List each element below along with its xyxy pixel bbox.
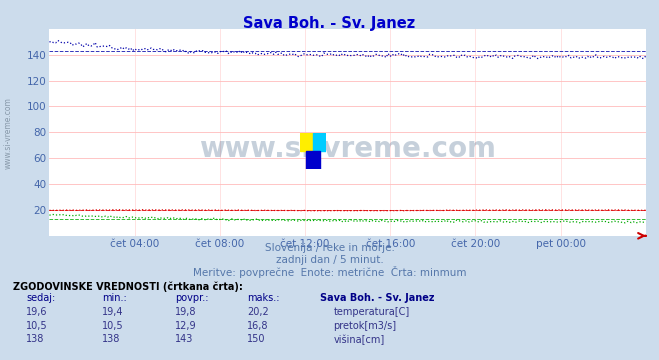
Text: 143: 143: [175, 334, 193, 345]
Text: 138: 138: [102, 334, 121, 345]
Text: temperatura[C]: temperatura[C]: [333, 307, 410, 317]
Text: www.si-vreme.com: www.si-vreme.com: [3, 97, 13, 169]
Text: povpr.:: povpr.:: [175, 293, 208, 303]
Text: Sava Boh. - Sv. Janez: Sava Boh. - Sv. Janez: [320, 293, 434, 303]
Text: 10,5: 10,5: [102, 321, 124, 331]
Text: 19,6: 19,6: [26, 307, 48, 317]
Text: ZGODOVINSKE VREDNOSTI (črtkana črta):: ZGODOVINSKE VREDNOSTI (črtkana črta):: [13, 282, 243, 292]
Text: Meritve: povprečne  Enote: metrične  Črta: minmum: Meritve: povprečne Enote: metrične Črta:…: [192, 266, 467, 278]
Text: Sava Boh. - Sv. Janez: Sava Boh. - Sv. Janez: [243, 16, 416, 31]
Text: 12,9: 12,9: [175, 321, 196, 331]
Text: zadnji dan / 5 minut.: zadnji dan / 5 minut.: [275, 255, 384, 265]
Text: min.:: min.:: [102, 293, 127, 303]
Text: maks.:: maks.:: [247, 293, 279, 303]
Text: 10,5: 10,5: [26, 321, 48, 331]
Text: 19,4: 19,4: [102, 307, 124, 317]
Text: pretok[m3/s]: pretok[m3/s]: [333, 321, 397, 331]
Text: www.si-vreme.com: www.si-vreme.com: [199, 135, 496, 163]
Text: 150: 150: [247, 334, 266, 345]
Text: 16,8: 16,8: [247, 321, 269, 331]
Bar: [306, 151, 320, 169]
Text: 19,8: 19,8: [175, 307, 196, 317]
Text: sedaj:: sedaj:: [26, 293, 55, 303]
Text: višina[cm]: višina[cm]: [333, 334, 385, 345]
Text: Slovenija / reke in morje.: Slovenija / reke in morje.: [264, 243, 395, 253]
Bar: [300, 133, 313, 151]
Text: 20,2: 20,2: [247, 307, 269, 317]
Text: 138: 138: [26, 334, 45, 345]
Bar: [313, 133, 326, 151]
